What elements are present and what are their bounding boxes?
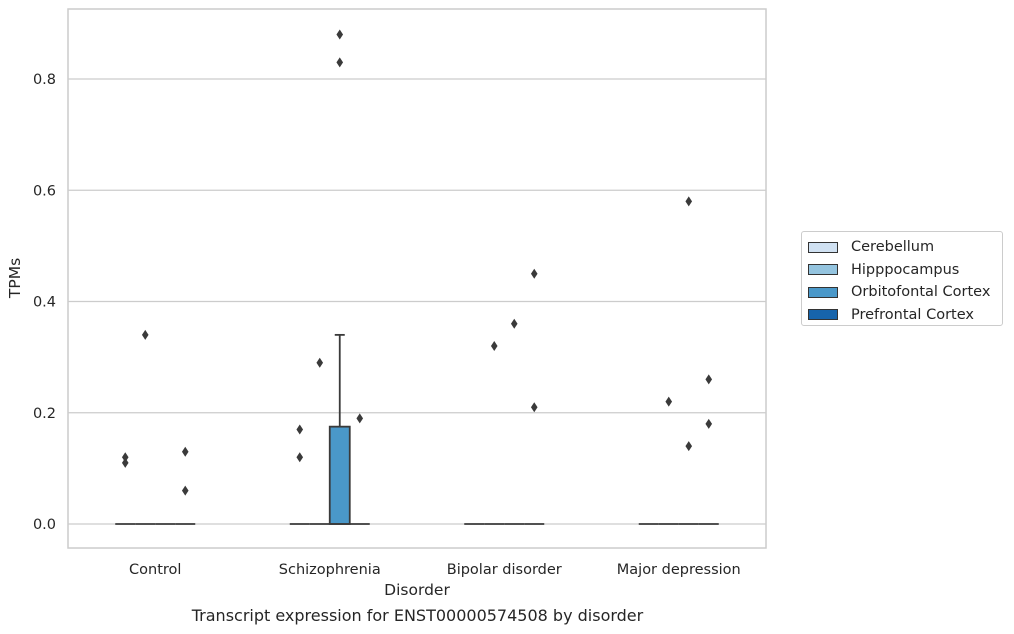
x-tick-label: Control bbox=[129, 562, 181, 578]
outlier-point bbox=[685, 441, 693, 452]
outlier-point bbox=[510, 318, 518, 329]
legend-label: Orbitofontal Cortex bbox=[851, 284, 991, 301]
outlier-point bbox=[530, 268, 538, 279]
y-tick-label: 0.6 bbox=[33, 183, 56, 199]
outlier-point bbox=[336, 57, 344, 68]
legend-swatch bbox=[808, 241, 838, 253]
outlier-point bbox=[121, 452, 129, 463]
outlier-point bbox=[665, 396, 673, 407]
outlier-point bbox=[705, 418, 713, 429]
legend-item: Prefrontal Cortex bbox=[808, 304, 1002, 327]
legend-label: Cerebellum bbox=[851, 239, 935, 256]
legend-item: Cerebellum bbox=[808, 236, 1002, 259]
outlier-point bbox=[490, 341, 498, 351]
x-tick-labels: Control Schizophrenia Bipolar disorder Majo… bbox=[129, 562, 741, 578]
x-tick-label: Schizophrenia bbox=[279, 562, 381, 578]
box-body bbox=[328, 425, 351, 525]
legend-label: Prefrontal Cortex bbox=[851, 306, 974, 323]
outlier-point bbox=[181, 485, 189, 496]
legend-swatch bbox=[808, 286, 838, 298]
outlier-point bbox=[685, 196, 693, 207]
legend-swatch bbox=[808, 309, 838, 321]
outlier-point bbox=[356, 413, 364, 424]
x-tick-label: Bipolar disorder bbox=[447, 562, 562, 578]
outlier-point bbox=[121, 457, 129, 468]
outlier-points bbox=[121, 29, 713, 496]
outlier-point bbox=[705, 374, 713, 385]
y-tick-label: 0.0 bbox=[33, 517, 56, 533]
outlier-point bbox=[296, 452, 304, 463]
gridlines bbox=[68, 78, 766, 525]
x-tick-label: Major depression bbox=[617, 562, 741, 578]
legend-item: Orbitofontal Cortex bbox=[808, 281, 1002, 304]
x-axis-label: Disorder bbox=[384, 581, 450, 599]
box-2-1 bbox=[328, 333, 351, 525]
y-tick-label: 0.8 bbox=[33, 72, 56, 88]
outlier-point bbox=[141, 329, 149, 340]
outlier-point bbox=[336, 29, 344, 40]
outlier-point bbox=[296, 424, 304, 435]
legend-label: Hipppocampus bbox=[851, 261, 960, 278]
boxes bbox=[115, 333, 719, 525]
legend-item: Hipppocampus bbox=[808, 259, 1002, 282]
y-tick-labels: 0.0 0.2 0.4 0.6 0.8 bbox=[33, 72, 56, 533]
y-axis-label: TPMs bbox=[6, 258, 24, 299]
outlier-point bbox=[530, 402, 538, 413]
figure-caption: Transcript expression for ENST0000057450… bbox=[191, 606, 644, 625]
outlier-point bbox=[181, 446, 189, 457]
outlier-point bbox=[316, 357, 324, 368]
legend-swatch bbox=[808, 264, 838, 276]
y-tick-label: 0.4 bbox=[33, 295, 56, 311]
legend: Cerebellum Hipppocampus Orbitofontal Cor… bbox=[801, 231, 1003, 326]
y-tick-label: 0.2 bbox=[33, 406, 56, 422]
plot-frame bbox=[67, 8, 767, 549]
